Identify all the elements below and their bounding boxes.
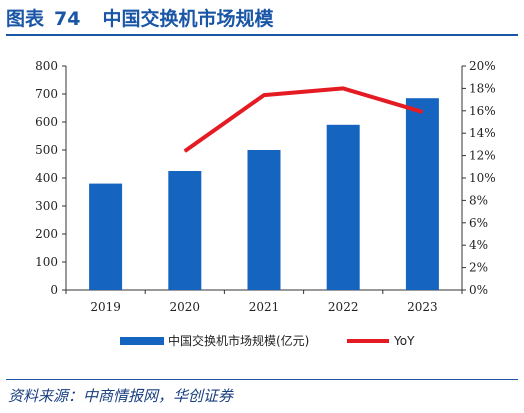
figure-label: 图表 xyxy=(6,8,45,30)
yoy-line xyxy=(183,86,423,153)
header-rule xyxy=(6,34,518,36)
x-tick-label: 2021 xyxy=(249,300,280,314)
figure-header: 图表 74 中国交换机市场规模 xyxy=(6,4,273,32)
y-right-tick-label: 18% xyxy=(469,81,496,95)
x-tick-label: 2023 xyxy=(407,300,438,314)
bar xyxy=(89,183,123,290)
y-left-tick-label: 100 xyxy=(35,255,58,269)
yoy-point xyxy=(263,94,265,96)
x-tick-label: 2020 xyxy=(170,300,201,314)
yoy-point xyxy=(342,87,344,89)
legend: 中国交换机市场规模(亿元) YoY xyxy=(120,333,415,348)
figure-number: 74 xyxy=(54,8,81,30)
y-right-tick-label: 2% xyxy=(469,261,488,275)
y-left-tick-label: 300 xyxy=(35,199,58,213)
y-right-tick-label: 0% xyxy=(469,283,488,297)
y-left-tick-label: 800 xyxy=(35,59,58,73)
line-series xyxy=(183,86,423,153)
source-note: 资料来源：中商情报网，华创证券 xyxy=(8,387,234,405)
bar xyxy=(168,171,202,290)
bar xyxy=(326,124,360,290)
y-right-tick-label: 12% xyxy=(469,149,496,163)
y-right-tick-label: 16% xyxy=(469,104,496,118)
bar xyxy=(405,98,439,290)
y-right-tick-label: 6% xyxy=(469,216,488,230)
yoy-point xyxy=(421,111,423,113)
y-left-tick-label: 0 xyxy=(50,283,58,297)
bar xyxy=(247,150,281,290)
y-right-tick-label: 4% xyxy=(469,238,488,252)
legend-label-line: YoY xyxy=(393,334,415,348)
legend-label-bar: 中国交换机市场规模(亿元) xyxy=(168,333,309,348)
y-right-tick-label: 20% xyxy=(469,59,496,73)
y-left-tick-label: 500 xyxy=(35,143,58,157)
y-left-tick-label: 400 xyxy=(35,171,58,185)
bar-series xyxy=(89,98,439,290)
x-tick-label: 2022 xyxy=(328,300,359,314)
legend-swatch-bar xyxy=(120,337,164,345)
y-left-tick-label: 200 xyxy=(35,227,58,241)
footer-rule xyxy=(6,379,518,380)
y-left-tick-label: 600 xyxy=(35,115,58,129)
yoy-point xyxy=(184,150,186,152)
y-left-tick-label: 700 xyxy=(35,87,58,101)
y-right-tick-label: 14% xyxy=(469,126,496,140)
y-right-tick-label: 10% xyxy=(469,171,496,185)
y-right-tick-label: 8% xyxy=(469,193,488,207)
chart-title: 中国交换机市场规模 xyxy=(102,8,274,30)
axes: 0 100 200 300 400 500 600 700 800 0% 2% 4% 6% 8% 10% 12… xyxy=(35,59,496,314)
x-tick-label: 2019 xyxy=(90,300,121,314)
